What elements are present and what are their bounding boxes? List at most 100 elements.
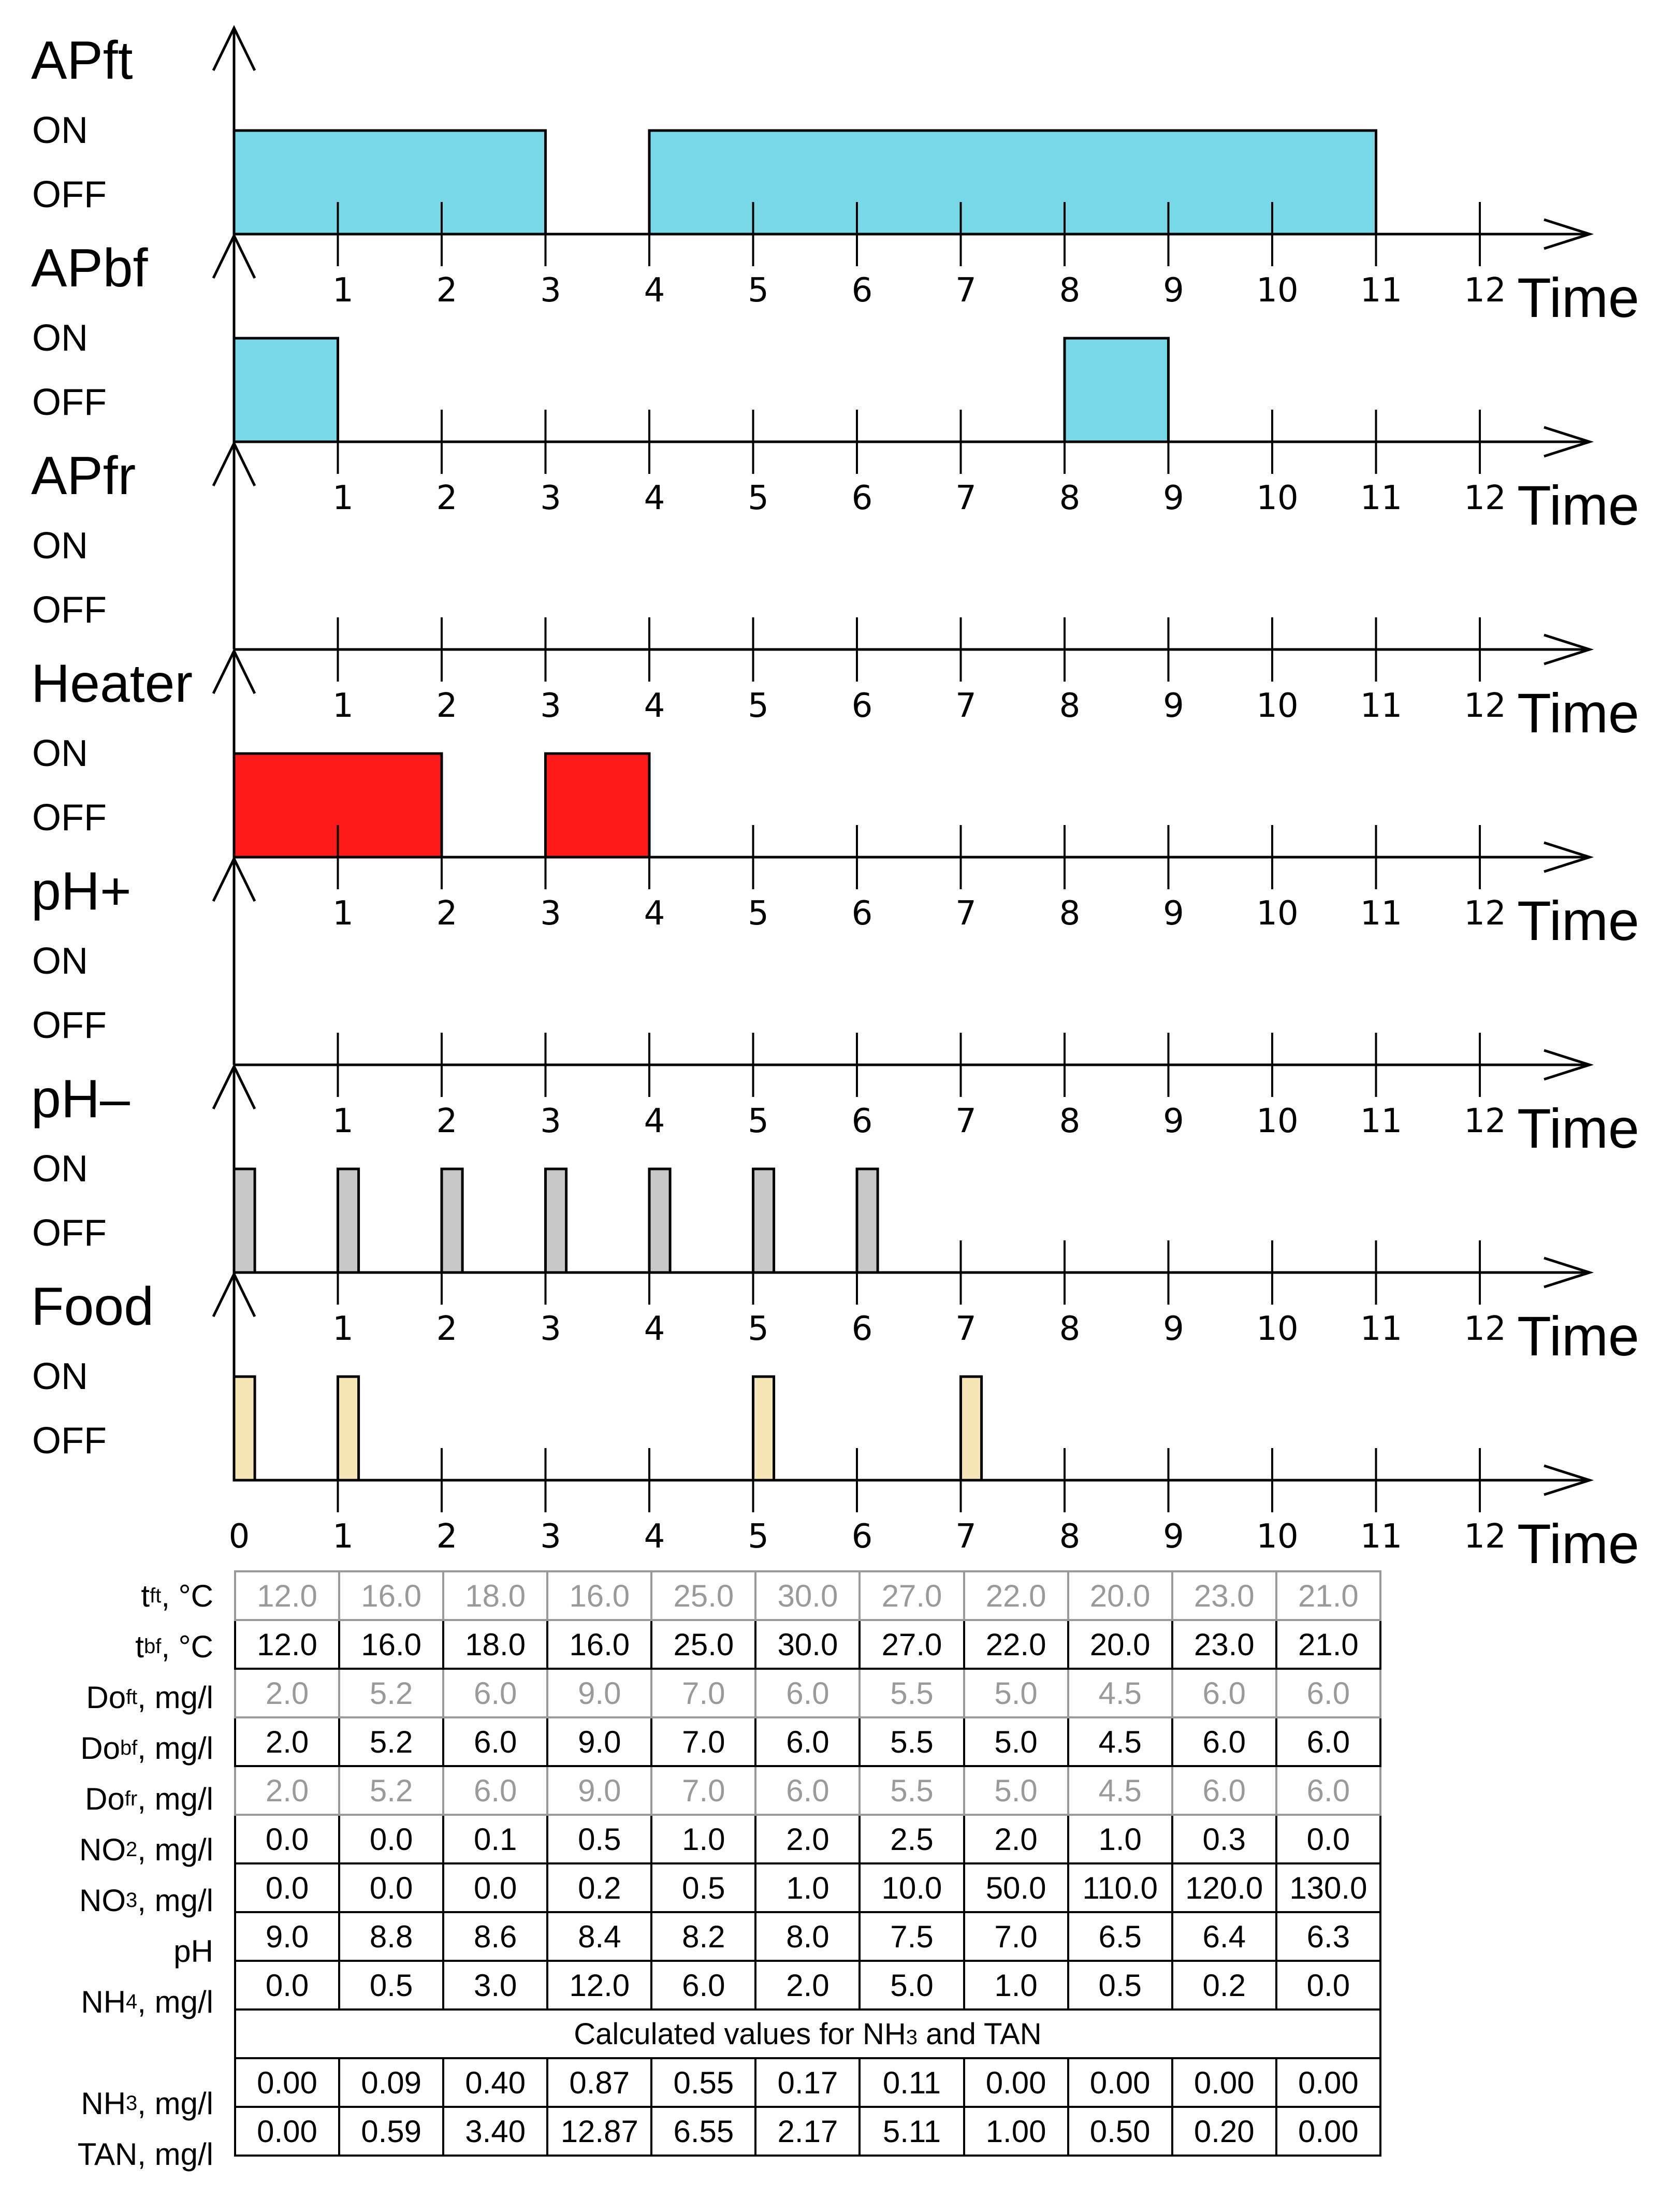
- off-label: OFF: [32, 1005, 107, 1046]
- tick-label: 9: [1163, 1310, 1184, 1348]
- table-cell: 0.0: [442, 1862, 549, 1913]
- tick-label: 1: [332, 894, 354, 933]
- table-cell: 1.0: [1067, 1814, 1173, 1864]
- tick-label: 3: [540, 1102, 561, 1140]
- tick-label: 6: [852, 1517, 873, 1556]
- tick-label: 6: [852, 894, 873, 933]
- table-cell: 0.5: [338, 1960, 445, 2011]
- tick-label: 12: [1464, 271, 1506, 310]
- table-row: 0.0 0.5 3.0 12.0 6.0 2.0 5.0 1.0 0.5 0.2 0.0: [234, 1960, 1382, 2011]
- table-cell: 3.0: [442, 1960, 549, 2011]
- tick-label: 5: [748, 1102, 769, 1140]
- on-pulse: [337, 1375, 360, 1482]
- tick-label: 5: [748, 1310, 769, 1348]
- time-axis-arrowhead: [1544, 1256, 1594, 1289]
- tick-label: 5: [748, 271, 769, 310]
- table-cell: 120.0: [1171, 1862, 1277, 1913]
- tick-label: 6: [852, 1102, 873, 1140]
- table-cell: 0.0: [234, 1960, 341, 2011]
- table-cell: 0.5: [1067, 1960, 1173, 2011]
- table-cell: 3.40: [442, 2106, 549, 2157]
- tick-label: 11: [1360, 479, 1402, 517]
- tick-label: 9: [1163, 894, 1184, 933]
- tick-label: 1: [332, 271, 354, 310]
- tick-label: 12: [1464, 687, 1506, 725]
- tick-label: 2: [436, 1102, 458, 1140]
- table-cell: 8.2: [650, 1911, 757, 1962]
- table-cell: 0.0: [234, 1862, 341, 1913]
- table-row: 2.0 5.2 6.0 9.0 7.0 6.0 5.5 5.0 4.5 6.0 6.0: [234, 1668, 1382, 1718]
- table-cell: 2.0: [963, 1814, 1069, 1864]
- tick-label: 7: [955, 1517, 977, 1556]
- channel-title: pH+: [31, 861, 132, 921]
- on-pulse: [1063, 337, 1170, 443]
- tick-label: 11: [1360, 894, 1402, 933]
- time-axis-arrowhead: [1544, 1049, 1594, 1081]
- state-axis-arrowhead: [212, 440, 256, 487]
- table-cell: 1.0: [754, 1862, 861, 1913]
- time-axis-label: Time: [1517, 889, 1639, 952]
- table-cell: 5.2: [338, 1765, 445, 1816]
- tick-label: 8: [1059, 894, 1081, 933]
- off-label: OFF: [32, 382, 107, 423]
- table-cell: 0.3: [1171, 1814, 1277, 1864]
- table-cell: 50.0: [963, 1862, 1069, 1913]
- table-cell: 9.0: [234, 1911, 341, 1962]
- table-cell: 12.0: [234, 1570, 341, 1621]
- table-cell: 5.5: [858, 1668, 965, 1718]
- tick-label: 0: [229, 1517, 250, 1556]
- tick-label: 9: [1163, 271, 1184, 310]
- table-cell: 5.0: [963, 1668, 1069, 1718]
- on-label: ON: [32, 525, 88, 567]
- table-cell: 0.00: [234, 2057, 341, 2108]
- table-row: 12.0 16.0 18.0 16.0 25.0 30.0 27.0 22.0 20.0 23.0…: [234, 1570, 1382, 1621]
- state-axis-arrowhead: [212, 1063, 256, 1110]
- on-label: ON: [32, 733, 88, 774]
- table-cell: 6.5: [1067, 1911, 1173, 1962]
- time-axis-arrowhead: [1544, 1464, 1594, 1496]
- tick-label: 11: [1360, 1102, 1402, 1140]
- table-cell: 7.0: [650, 1765, 757, 1816]
- tick-label: 5: [748, 1517, 769, 1556]
- tick-label: 9: [1163, 479, 1184, 517]
- table-cell: 16.0: [546, 1619, 653, 1670]
- tick-label: 8: [1059, 687, 1081, 725]
- table-cell: 7.5: [858, 1911, 965, 1962]
- tick-label: 8: [1059, 271, 1081, 310]
- on-label: ON: [32, 1148, 88, 1190]
- table-cell: 0.00: [1275, 2057, 1382, 2108]
- tick-label: 10: [1256, 1102, 1298, 1140]
- table-cell: 6.0: [650, 1960, 757, 2011]
- row-label: pH: [173, 1933, 213, 1969]
- tick-label: 7: [955, 894, 977, 933]
- table-cell: 16.0: [338, 1570, 445, 1621]
- tick-label: 10: [1256, 687, 1298, 725]
- tick-label: 10: [1256, 894, 1298, 933]
- table-cell: 0.0: [1275, 1814, 1382, 1864]
- table-cell: 12.0: [546, 1960, 653, 2011]
- tick-label: 4: [644, 1517, 665, 1556]
- off-label: OFF: [32, 174, 107, 215]
- on-label: ON: [32, 1356, 88, 1397]
- tick-label: 7: [955, 1310, 977, 1348]
- table-cell: 130.0: [1275, 1862, 1382, 1913]
- table-cell: 6.0: [1171, 1716, 1277, 1767]
- table-cell: 6.3: [1275, 1911, 1382, 1962]
- table-cell: 2.17: [754, 2106, 861, 2157]
- table-cell: 5.2: [338, 1716, 445, 1767]
- table-cell: 0.00: [963, 2057, 1069, 2108]
- table-cell: 22.0: [963, 1619, 1069, 1670]
- table-cell: 16.0: [546, 1570, 653, 1621]
- table-cell: 5.11: [858, 2106, 965, 2157]
- state-axis-arrowhead: [212, 648, 256, 695]
- tick-label: 7: [955, 687, 977, 725]
- table-cell: 20.0: [1067, 1570, 1173, 1621]
- table-cell: 0.5: [650, 1862, 757, 1913]
- table-cell: 16.0: [338, 1619, 445, 1670]
- table-cell: 8.6: [442, 1911, 549, 1962]
- time-axis-label: Time: [1517, 1512, 1639, 1574]
- tick-label: 7: [955, 271, 977, 310]
